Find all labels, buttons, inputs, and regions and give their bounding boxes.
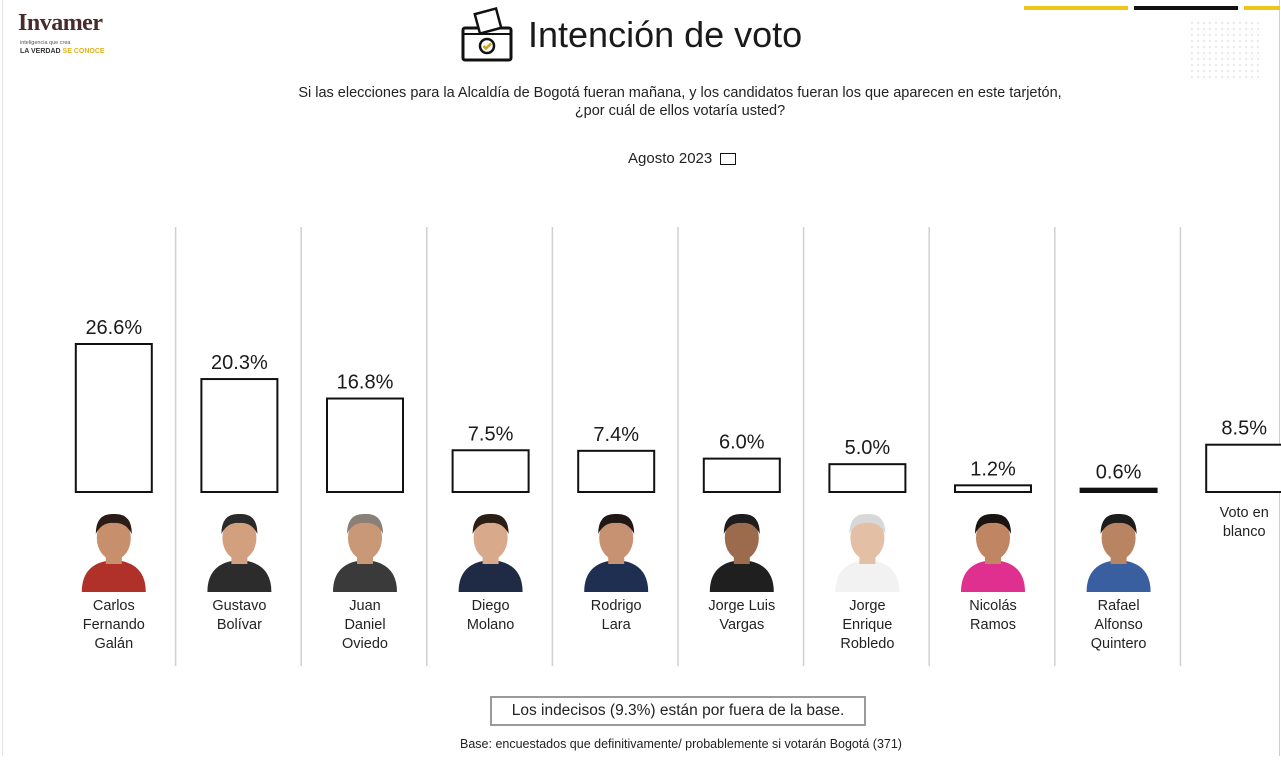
candidate-name-8: Nicolás Ramos <box>938 597 1048 635</box>
data-label-5: 7.4% <box>593 424 639 446</box>
data-label-8: 1.2% <box>970 458 1016 480</box>
ballot-box-icon <box>461 6 513 62</box>
candidate-name-line: Rodrigo <box>590 598 642 614</box>
candidate-name-line: Rafael <box>1097 598 1140 614</box>
candidate-name-line: Vargas <box>719 617 765 633</box>
candidate-name-7: Jorge Enrique Robledo <box>812 597 922 654</box>
logo-name: Invamer <box>18 10 103 36</box>
base-note: Base: encuestados que definitivamente/ p… <box>460 737 902 751</box>
candidate-name-line: Jorge <box>849 598 886 614</box>
bar-8 <box>954 484 1032 493</box>
candidate-name-2: Gustavo Bolívar <box>184 597 294 635</box>
legend-swatch <box>720 152 737 165</box>
survey-question: Si las elecciones para la Alcaldía de Bo… <box>180 84 1180 120</box>
candidate-name-line: blanco <box>1222 524 1266 540</box>
invamer-logo: Invamer inteligencia que crea LA VERDAD … <box>18 10 128 62</box>
top-accent-bar-yellow-2 <box>1244 6 1280 10</box>
bar-9 <box>1079 487 1158 493</box>
candidate-photo-4 <box>458 513 523 592</box>
candidate-name-line: Gustavo <box>212 598 267 614</box>
bar-5 <box>577 449 656 493</box>
candidate-name-5: Rodrigo Lara <box>561 597 671 635</box>
data-label-9: 0.6% <box>1096 462 1142 484</box>
page-title: Intención de voto <box>528 14 803 55</box>
bar-10 <box>1205 443 1281 493</box>
question-line-1: Si las elecciones para la Alcaldía de Bo… <box>298 85 1062 101</box>
candidate-photo-3 <box>333 513 397 592</box>
decorative-dots <box>1189 20 1259 80</box>
candidate-name-line: Galán <box>94 636 134 652</box>
candidate-name-line: Diego <box>471 598 510 614</box>
candidate-photo-5 <box>584 513 649 592</box>
candidate-name-line: Fernando <box>82 617 145 633</box>
bar-4 <box>451 449 530 494</box>
candidate-name-line: Lara <box>601 617 631 633</box>
candidate-name-line: Quintero <box>1090 636 1147 652</box>
candidate-name-line: Molano <box>466 617 515 633</box>
candidate-name-line: Ramos <box>970 617 1016 633</box>
candidate-name-line: Carlos <box>92 598 135 614</box>
candidate-photo-7 <box>835 513 900 592</box>
candidate-photo-1 <box>81 513 146 592</box>
bar-1 <box>74 343 153 493</box>
bar-2 <box>200 378 279 494</box>
candidate-name-line: Nicolás <box>969 598 1017 614</box>
logo-motto-a: LA VERDAD <box>20 48 61 55</box>
chart-legend: Agosto 2023 <box>628 150 737 167</box>
candidate-name-line: Alfonso <box>1094 617 1143 633</box>
candidate-name-line: Bolívar <box>216 617 262 633</box>
legend-label: Agosto 2023 <box>628 150 713 167</box>
bar-6 <box>702 457 781 494</box>
candidate-name-line: Juan <box>349 598 381 614</box>
question-line-2: ¿por cuál de ellos votaría usted? <box>574 103 786 119</box>
candidate-name-line: Voto en <box>1219 505 1269 521</box>
data-label-3: 16.8% <box>337 372 394 394</box>
logo-tagline: inteligencia que crea <box>20 40 71 46</box>
candidate-name-1: Carlos Fernando Galán <box>59 597 169 654</box>
candidate-photo-8 <box>961 513 1025 592</box>
candidate-name-line: Robledo <box>840 636 895 652</box>
title-block: Intención de voto <box>458 4 802 66</box>
bar-3 <box>326 397 404 493</box>
data-label-10: 8.5% <box>1221 418 1267 440</box>
candidate-photo-9 <box>1086 513 1151 592</box>
logo-motto-b: SE CONOCE <box>62 48 105 55</box>
undecided-note: Los indecisos (9.3%) están por fuera de … <box>490 696 866 726</box>
top-accent-bar-black <box>1134 6 1238 10</box>
data-label-7: 5.0% <box>845 437 891 459</box>
candidate-name-line: Enrique <box>842 617 893 633</box>
candidate-name-line: Oviedo <box>342 636 388 652</box>
candidate-photo-2 <box>207 513 272 592</box>
candidate-name-line: Daniel <box>344 617 386 633</box>
data-label-1: 26.6% <box>85 317 142 339</box>
candidate-name-10: Voto en blanco <box>1189 504 1281 542</box>
candidate-name-4: Diego Molano <box>436 597 546 635</box>
candidate-name-9: Rafael Alfonso Quintero <box>1064 597 1174 654</box>
bar-7 <box>828 463 907 493</box>
candidate-name-3: Juan Daniel Oviedo <box>310 597 420 654</box>
candidate-name-line: Jorge Luis <box>708 598 776 614</box>
top-accent-bar-yellow <box>1024 6 1128 10</box>
data-label-4: 7.5% <box>468 423 514 445</box>
candidate-photo-6 <box>709 513 774 592</box>
candidate-name-6: Jorge Luis Vargas <box>687 597 797 635</box>
logo-motto: LA VERDAD SE CONOCE <box>20 48 105 55</box>
data-label-6: 6.0% <box>719 432 765 454</box>
data-label-2: 20.3% <box>211 352 268 374</box>
